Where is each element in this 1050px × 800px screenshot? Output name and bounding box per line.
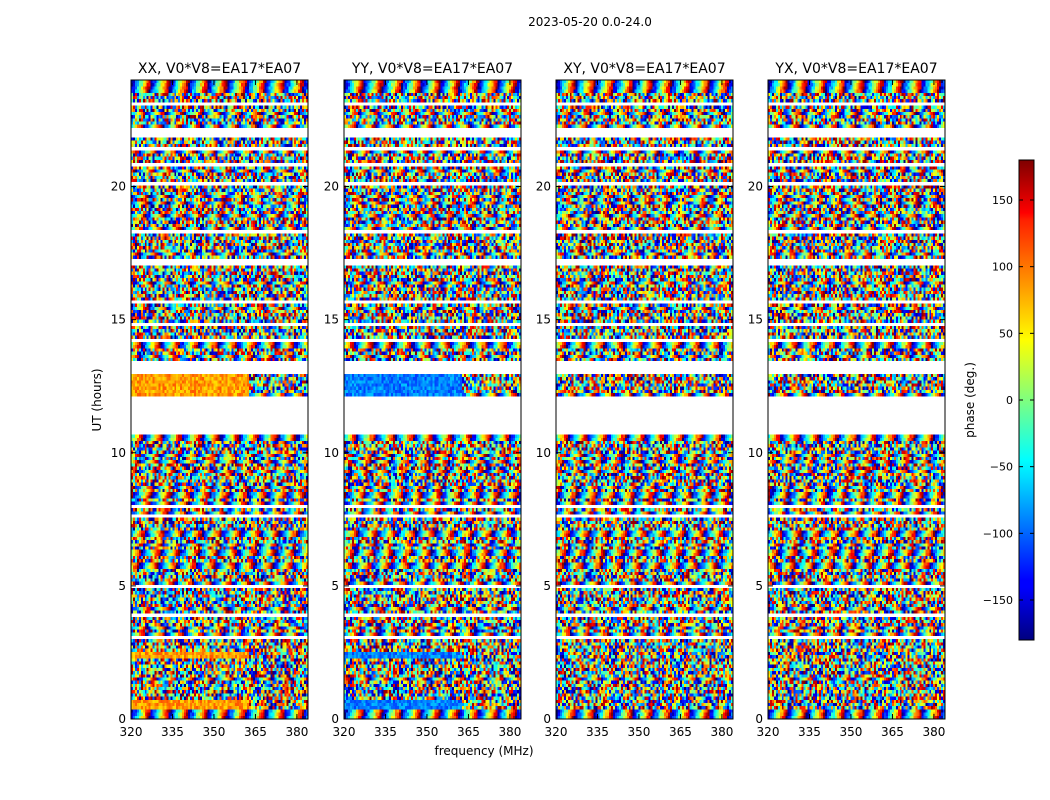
x-tick-label: 320 — [545, 725, 568, 739]
colorbar-tick-label: 100 — [992, 261, 1013, 274]
x-tick-label: 380 — [922, 725, 945, 739]
colorbar-label: phase (deg.) — [963, 362, 977, 438]
x-tick-label: 365 — [881, 725, 904, 739]
x-tick-label: 320 — [333, 725, 356, 739]
x-tick-label: 335 — [798, 725, 821, 739]
y-tick-label: 15 — [536, 313, 551, 327]
x-tick-label: 380 — [285, 725, 308, 739]
y-tick-label: 20 — [111, 180, 126, 194]
x-tick-label: 365 — [669, 725, 692, 739]
y-tick-label: 10 — [111, 446, 126, 460]
y-tick-label: 20 — [536, 180, 551, 194]
y-tick-label: 0 — [331, 712, 339, 726]
panel-yy: YY, V0*V8=EA17*EA07 320 335 350 365 380 0 5 10 15… — [324, 61, 522, 739]
panel-frame — [130, 79, 309, 720]
y-tick-label: 15 — [748, 313, 763, 327]
x-tick-label: 350 — [203, 725, 226, 739]
colorbar-tick-label: −100 — [983, 527, 1013, 540]
x-axis-label: frequency (MHz) — [434, 744, 533, 758]
y-axis-label: UT (hours) — [90, 368, 104, 431]
y-tick-label: 15 — [111, 313, 126, 327]
panel-xy: XY, V0*V8=EA17*EA07 320 335 350 365 380 0 5 10 15… — [536, 61, 734, 739]
y-tick-label: 0 — [755, 712, 763, 726]
y-tick-label: 5 — [118, 579, 126, 593]
figure-title: 2023-05-20 0.0-24.0 — [528, 15, 652, 29]
colorbar-tick-label: 0 — [1006, 394, 1013, 407]
x-tick-label: 380 — [710, 725, 733, 739]
phase-heatmap-yx — [768, 80, 945, 719]
y-tick-label: 10 — [536, 446, 551, 460]
x-tick-label: 335 — [586, 725, 609, 739]
panels-group: XX, V0*V8=EA17*EA07 320 335 350 365 380 0 5 10 15… — [111, 61, 946, 739]
panel-frame — [343, 79, 522, 720]
panel-title-xx: XX, V0*V8=EA17*EA07 — [138, 61, 301, 77]
y-tick-label: 5 — [543, 579, 551, 593]
y-tick-label: 20 — [748, 180, 763, 194]
x-tick-label: 365 — [244, 725, 267, 739]
y-tick-label: 15 — [324, 313, 339, 327]
panel-title-yy: YY, V0*V8=EA17*EA07 — [351, 61, 513, 77]
x-tick-label: 350 — [840, 725, 863, 739]
phase-heatmap-xx — [131, 80, 308, 719]
x-tick-label: 350 — [416, 725, 439, 739]
y-tick-label: 0 — [543, 712, 551, 726]
colorbar-tick-label: −50 — [990, 461, 1013, 474]
x-tick-label: 335 — [374, 725, 397, 739]
panel-title-yx: YX, V0*V8=EA17*EA07 — [774, 61, 937, 77]
x-tick-label: 335 — [161, 725, 184, 739]
phase-heatmap-yy — [344, 80, 521, 719]
x-tick-label: 365 — [457, 725, 480, 739]
colorbar: −150 −100 −50 0 50 100 150 phase (deg.) — [963, 159, 1035, 641]
x-tick-label: 380 — [498, 725, 521, 739]
colorbar-ticks: −150 −100 −50 0 50 100 150 — [983, 194, 1034, 607]
panel-title-xy: XY, V0*V8=EA17*EA07 — [563, 61, 725, 77]
panel-frame — [555, 79, 734, 720]
y-tick-label: 0 — [118, 712, 126, 726]
x-tick-label: 350 — [628, 725, 651, 739]
y-tick-label: 5 — [331, 579, 339, 593]
colorbar-tick-label: −150 — [983, 594, 1013, 607]
y-tick-label: 20 — [324, 180, 339, 194]
colorbar-tick-label: 150 — [992, 194, 1013, 207]
colorbar-tick-label: 50 — [999, 327, 1013, 340]
panel-yx: YX, V0*V8=EA17*EA07 320 335 350 365 380 0 5 10 15… — [748, 61, 946, 739]
panel-xx: XX, V0*V8=EA17*EA07 320 335 350 365 380 0 5 10 15… — [111, 61, 309, 739]
x-tick-label: 320 — [757, 725, 780, 739]
y-tick-label: 5 — [755, 579, 763, 593]
y-tick-label: 10 — [748, 446, 763, 460]
y-tick-label: 10 — [324, 446, 339, 460]
panel-frame — [767, 79, 946, 720]
x-tick-label: 320 — [120, 725, 143, 739]
phase-heatmap-xy — [556, 80, 733, 719]
